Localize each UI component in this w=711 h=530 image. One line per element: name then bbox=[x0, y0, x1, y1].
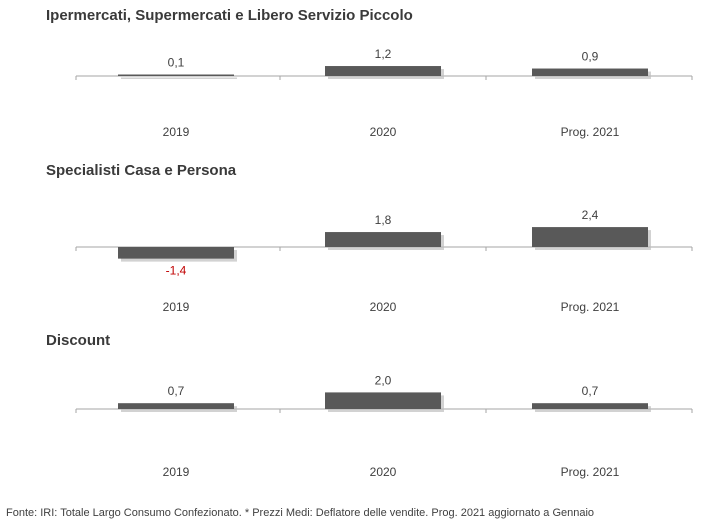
bar-2020 bbox=[325, 232, 441, 247]
data-label: 0,7 bbox=[168, 384, 185, 398]
bar-2019 bbox=[118, 403, 234, 409]
data-label: 0,9 bbox=[582, 50, 599, 64]
data-label: 0,7 bbox=[582, 384, 599, 398]
panel-title-specialisti: Specialisti Casa e Persona bbox=[46, 162, 237, 179]
chart-specialisti: -1,4 2019 1,8 2020 2,4 Prog. 2021 bbox=[75, 208, 693, 314]
panel-title-discount: Discount bbox=[46, 332, 111, 349]
data-label: -1,4 bbox=[166, 264, 187, 278]
category-label: 2020 bbox=[370, 300, 397, 314]
chart-discount: 0,7 2019 2,0 2020 0,7 Prog. 2021 bbox=[75, 373, 693, 479]
category-label: Prog. 2021 bbox=[561, 300, 620, 314]
chart-iper: 0,1 2019 1,2 2020 0,9 Prog. 2021 bbox=[75, 47, 693, 139]
category-label: Prog. 2021 bbox=[561, 465, 620, 479]
category-label: 2019 bbox=[163, 300, 190, 314]
bar-prog-2021 bbox=[532, 68, 648, 76]
bar-2020 bbox=[325, 66, 441, 76]
category-label: 2020 bbox=[370, 465, 397, 479]
data-label: 1,8 bbox=[375, 213, 392, 227]
bar-2020 bbox=[325, 392, 441, 409]
bar-prog-2021 bbox=[532, 227, 648, 247]
bar-2019 bbox=[118, 247, 234, 259]
panel-title-iper: Ipermercati, Supermercati e Libero Servi… bbox=[46, 7, 413, 24]
data-label: 2,0 bbox=[375, 373, 392, 387]
category-label: 2019 bbox=[163, 465, 190, 479]
data-label: 0,1 bbox=[168, 56, 185, 70]
bar-shadow bbox=[535, 406, 651, 412]
category-label: 2019 bbox=[163, 125, 190, 139]
bar-shadow bbox=[121, 77, 237, 79]
footer-source: Fonte: IRI: Totale Largo Consumo Confezi… bbox=[6, 507, 595, 519]
bar-2019 bbox=[118, 74, 234, 76]
data-label: 2,4 bbox=[582, 208, 599, 222]
bar-prog-2021 bbox=[532, 403, 648, 409]
category-label: Prog. 2021 bbox=[561, 125, 620, 139]
data-label: 1,2 bbox=[375, 47, 392, 61]
category-label: 2020 bbox=[370, 125, 397, 139]
bar-shadow bbox=[121, 406, 237, 412]
